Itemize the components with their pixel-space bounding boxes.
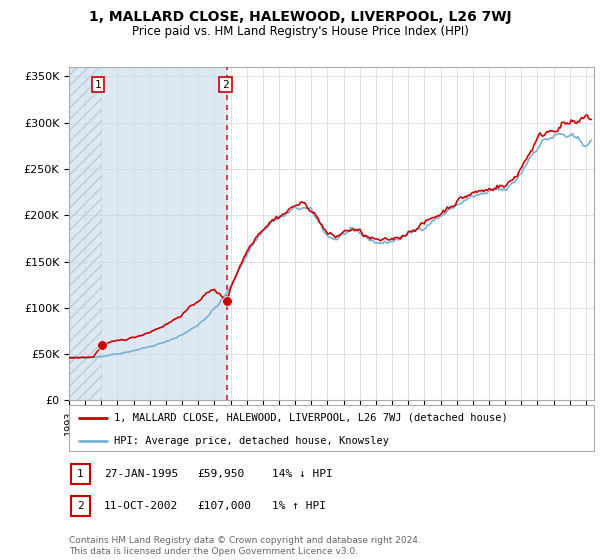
- Text: 14% ↓ HPI: 14% ↓ HPI: [272, 469, 332, 479]
- Text: £107,000: £107,000: [197, 501, 251, 511]
- Bar: [71, 496, 90, 516]
- Bar: [103, 67, 227, 400]
- Text: 1, MALLARD CLOSE, HALEWOOD, LIVERPOOL, L26 7WJ (detached house): 1, MALLARD CLOSE, HALEWOOD, LIVERPOOL, L…: [113, 413, 508, 423]
- Text: 2: 2: [222, 80, 229, 90]
- Text: 1: 1: [94, 80, 101, 90]
- Text: 11-OCT-2002: 11-OCT-2002: [104, 501, 178, 511]
- Text: £59,950: £59,950: [197, 469, 244, 479]
- Text: HPI: Average price, detached house, Knowsley: HPI: Average price, detached house, Know…: [113, 436, 389, 446]
- Text: Contains HM Land Registry data © Crown copyright and database right 2024.
This d: Contains HM Land Registry data © Crown c…: [69, 536, 421, 556]
- Text: 2: 2: [77, 501, 84, 511]
- Text: Price paid vs. HM Land Registry's House Price Index (HPI): Price paid vs. HM Land Registry's House …: [131, 25, 469, 38]
- Text: 1, MALLARD CLOSE, HALEWOOD, LIVERPOOL, L26 7WJ: 1, MALLARD CLOSE, HALEWOOD, LIVERPOOL, L…: [89, 10, 511, 24]
- Bar: [71, 464, 90, 484]
- Text: 27-JAN-1995: 27-JAN-1995: [104, 469, 178, 479]
- Text: 1% ↑ HPI: 1% ↑ HPI: [272, 501, 326, 511]
- Bar: [69, 67, 103, 400]
- Text: 1: 1: [77, 469, 84, 479]
- Bar: [69, 67, 103, 400]
